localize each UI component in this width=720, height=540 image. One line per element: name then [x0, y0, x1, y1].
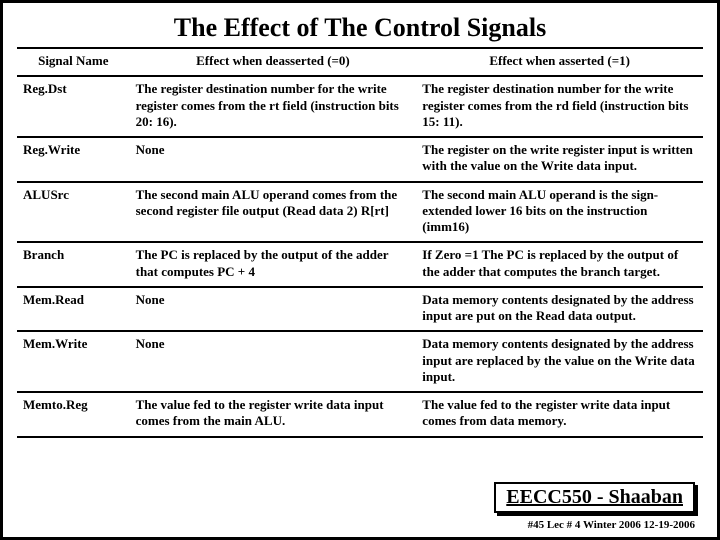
cell-asserted: Data memory contents designated by the a…	[416, 287, 703, 332]
cell-deasserted: The value fed to the register write data…	[130, 392, 417, 437]
cell-deasserted: None	[130, 137, 417, 182]
signal-name: ALUSrc	[17, 182, 130, 243]
cell-deasserted: The register destination number for the …	[130, 76, 417, 137]
slide: The Effect of The Control Signals Signal…	[0, 0, 720, 540]
cell-asserted: The register destination number for the …	[416, 76, 703, 137]
cell-asserted: If Zero =1 The PC is replaced by the out…	[416, 242, 703, 287]
cell-asserted: The value fed to the register write data…	[416, 392, 703, 437]
cell-asserted: The second main ALU operand is the sign-…	[416, 182, 703, 243]
cell-deasserted: The second main ALU operand comes from t…	[130, 182, 417, 243]
table-row: Mem.Write None Data memory contents desi…	[17, 331, 703, 392]
header-deasserted: Effect when deasserted (=0)	[130, 48, 417, 76]
table-row: Memto.Reg The value fed to the register …	[17, 392, 703, 437]
signal-name: Reg.Write	[17, 137, 130, 182]
cell-asserted: The register on the write register input…	[416, 137, 703, 182]
cell-deasserted: None	[130, 287, 417, 332]
signals-table: Signal Name Effect when deasserted (=0) …	[17, 47, 703, 438]
header-signal-name: Signal Name	[17, 48, 130, 76]
signal-name: Branch	[17, 242, 130, 287]
table-row: Reg.Dst The register destination number …	[17, 76, 703, 137]
signal-name: Mem.Write	[17, 331, 130, 392]
cell-deasserted: The PC is replaced by the output of the …	[130, 242, 417, 287]
signal-name: Memto.Reg	[17, 392, 130, 437]
cell-asserted: Data memory contents designated by the a…	[416, 331, 703, 392]
table-row: Reg.Write None The register on the write…	[17, 137, 703, 182]
header-asserted: Effect when asserted (=1)	[416, 48, 703, 76]
table-row: ALUSrc The second main ALU operand comes…	[17, 182, 703, 243]
table-row: Mem.Read None Data memory contents desig…	[17, 287, 703, 332]
table-header-row: Signal Name Effect when deasserted (=0) …	[17, 48, 703, 76]
page-title: The Effect of The Control Signals	[17, 13, 703, 43]
signal-name: Reg.Dst	[17, 76, 130, 137]
table-row: Branch The PC is replaced by the output …	[17, 242, 703, 287]
signal-name: Mem.Read	[17, 287, 130, 332]
cell-deasserted: None	[130, 331, 417, 392]
footer-text: #45 Lec # 4 Winter 2006 12-19-2006	[528, 519, 695, 531]
course-stamp: EECC550 - Shaaban	[494, 482, 695, 513]
